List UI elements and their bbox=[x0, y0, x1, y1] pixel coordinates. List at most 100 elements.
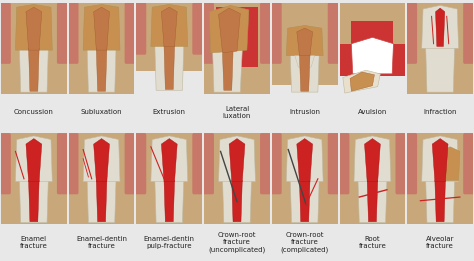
Bar bbox=[393, 3, 405, 44]
FancyBboxPatch shape bbox=[406, 3, 417, 64]
FancyBboxPatch shape bbox=[463, 3, 474, 64]
Polygon shape bbox=[290, 175, 319, 223]
Polygon shape bbox=[232, 177, 242, 222]
Bar bbox=[339, 3, 405, 21]
FancyBboxPatch shape bbox=[203, 133, 214, 194]
Polygon shape bbox=[286, 26, 323, 56]
Polygon shape bbox=[161, 139, 177, 182]
FancyBboxPatch shape bbox=[271, 133, 282, 194]
Polygon shape bbox=[87, 43, 116, 92]
Text: Root
fracture: Root fracture bbox=[358, 236, 386, 249]
Text: Infraction: Infraction bbox=[423, 109, 457, 115]
Polygon shape bbox=[290, 49, 319, 92]
FancyBboxPatch shape bbox=[0, 3, 11, 64]
Text: Lateral
luxation: Lateral luxation bbox=[223, 106, 251, 119]
Polygon shape bbox=[367, 177, 378, 222]
Polygon shape bbox=[439, 147, 460, 181]
Polygon shape bbox=[216, 7, 258, 67]
Polygon shape bbox=[300, 51, 310, 91]
FancyBboxPatch shape bbox=[203, 3, 214, 64]
Polygon shape bbox=[219, 136, 255, 182]
Polygon shape bbox=[96, 177, 107, 222]
Polygon shape bbox=[19, 43, 48, 92]
Polygon shape bbox=[432, 139, 448, 182]
Polygon shape bbox=[16, 136, 52, 182]
Polygon shape bbox=[87, 175, 116, 223]
Polygon shape bbox=[358, 175, 387, 223]
Polygon shape bbox=[435, 177, 446, 222]
Text: Alveolar
fracture: Alveolar fracture bbox=[426, 236, 455, 249]
Polygon shape bbox=[16, 4, 52, 50]
Polygon shape bbox=[151, 136, 188, 182]
FancyBboxPatch shape bbox=[395, 133, 407, 194]
FancyBboxPatch shape bbox=[271, 3, 282, 64]
Polygon shape bbox=[219, 8, 240, 53]
Polygon shape bbox=[436, 8, 445, 46]
Bar bbox=[137, 3, 202, 71]
Polygon shape bbox=[96, 45, 107, 91]
Polygon shape bbox=[354, 136, 391, 182]
Text: Avulsion: Avulsion bbox=[358, 109, 387, 115]
Polygon shape bbox=[297, 139, 313, 182]
Polygon shape bbox=[83, 4, 120, 50]
FancyBboxPatch shape bbox=[57, 133, 68, 194]
Polygon shape bbox=[26, 139, 42, 182]
FancyBboxPatch shape bbox=[260, 3, 271, 64]
Polygon shape bbox=[28, 45, 39, 91]
Polygon shape bbox=[422, 5, 458, 48]
Polygon shape bbox=[164, 42, 174, 89]
Polygon shape bbox=[155, 175, 184, 223]
Polygon shape bbox=[19, 175, 48, 223]
Text: Subluxation: Subluxation bbox=[81, 109, 122, 115]
Polygon shape bbox=[426, 43, 455, 92]
Polygon shape bbox=[83, 136, 120, 182]
Text: Crown-root
fracture
(complicated): Crown-root fracture (complicated) bbox=[281, 233, 329, 253]
Polygon shape bbox=[210, 5, 249, 53]
FancyBboxPatch shape bbox=[338, 133, 349, 194]
FancyBboxPatch shape bbox=[192, 3, 203, 55]
Polygon shape bbox=[151, 4, 188, 46]
Polygon shape bbox=[26, 7, 42, 50]
FancyBboxPatch shape bbox=[125, 3, 136, 64]
Polygon shape bbox=[155, 40, 184, 90]
Polygon shape bbox=[295, 56, 315, 71]
Polygon shape bbox=[297, 28, 313, 56]
FancyBboxPatch shape bbox=[328, 3, 339, 64]
Text: Extrusion: Extrusion bbox=[153, 109, 186, 115]
FancyBboxPatch shape bbox=[67, 3, 79, 64]
Polygon shape bbox=[343, 70, 380, 93]
Text: Intrusion: Intrusion bbox=[289, 109, 320, 115]
FancyBboxPatch shape bbox=[260, 133, 271, 194]
Polygon shape bbox=[94, 139, 109, 182]
Bar bbox=[339, 3, 351, 44]
Polygon shape bbox=[365, 139, 380, 182]
Bar bbox=[339, 3, 405, 76]
FancyBboxPatch shape bbox=[192, 133, 203, 194]
FancyBboxPatch shape bbox=[135, 133, 146, 194]
Text: Enamel-dentin
pulp-fracture: Enamel-dentin pulp-fracture bbox=[144, 236, 195, 249]
FancyBboxPatch shape bbox=[0, 133, 11, 194]
Polygon shape bbox=[28, 177, 39, 222]
FancyBboxPatch shape bbox=[67, 133, 79, 194]
Polygon shape bbox=[286, 136, 323, 182]
Polygon shape bbox=[222, 175, 252, 223]
FancyBboxPatch shape bbox=[125, 133, 136, 194]
Polygon shape bbox=[350, 72, 374, 91]
Polygon shape bbox=[213, 46, 242, 92]
FancyBboxPatch shape bbox=[463, 133, 474, 194]
FancyBboxPatch shape bbox=[57, 3, 68, 64]
Polygon shape bbox=[164, 177, 174, 222]
FancyBboxPatch shape bbox=[406, 133, 417, 194]
Polygon shape bbox=[229, 139, 245, 182]
FancyBboxPatch shape bbox=[135, 3, 146, 55]
Polygon shape bbox=[161, 7, 177, 46]
FancyBboxPatch shape bbox=[328, 133, 339, 194]
Text: Crown-root
fracture
(uncomplicated): Crown-root fracture (uncomplicated) bbox=[209, 233, 265, 253]
Polygon shape bbox=[422, 136, 458, 182]
Polygon shape bbox=[351, 37, 393, 74]
Text: Concussion: Concussion bbox=[14, 109, 54, 115]
Polygon shape bbox=[222, 48, 233, 90]
Text: Enamel-dentin
fracture: Enamel-dentin fracture bbox=[76, 236, 127, 249]
Text: Enamel
fracture: Enamel fracture bbox=[20, 236, 48, 249]
Polygon shape bbox=[94, 7, 109, 50]
